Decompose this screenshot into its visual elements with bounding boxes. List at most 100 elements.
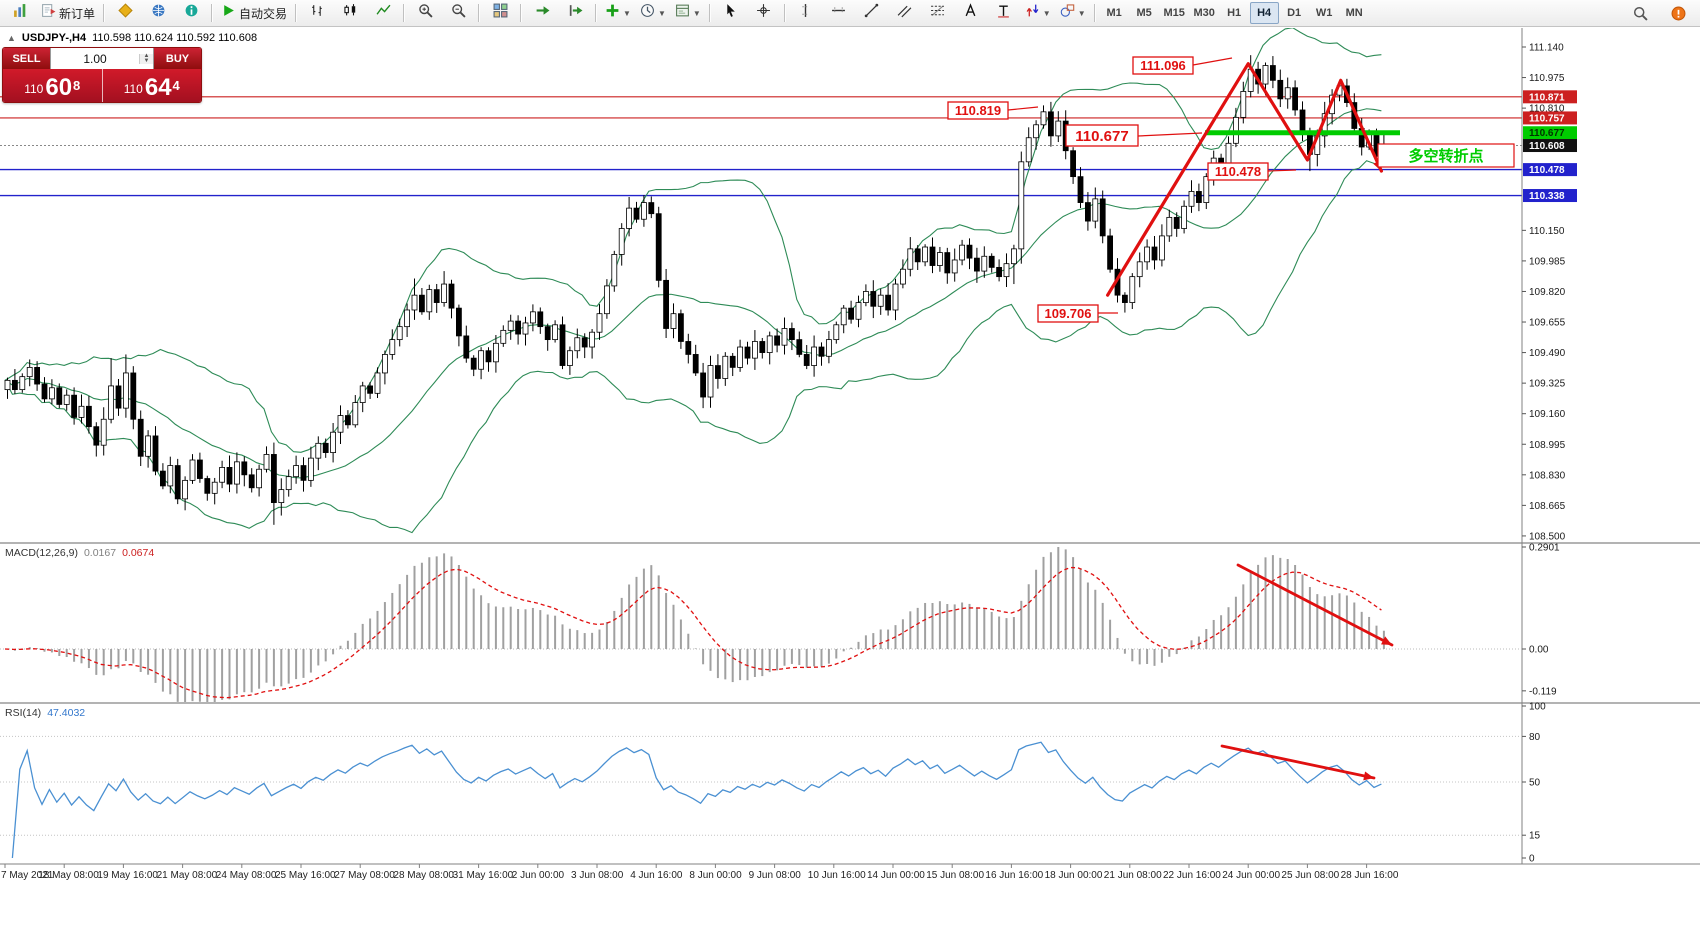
search-icon[interactable]: [1624, 1, 1656, 25]
horizontal-line-icon[interactable]: [823, 1, 855, 25]
macd-title: MACD(12,26,9): [5, 547, 78, 559]
line-chart-type-icon[interactable]: [367, 1, 399, 25]
pivot-note-text: 多空转折点: [1408, 147, 1483, 165]
volume-input[interactable]: [51, 50, 139, 67]
bull-candle: [1240, 91, 1247, 118]
cursor-icon[interactable]: [715, 1, 747, 25]
chart-shift-icon[interactable]: [559, 1, 591, 25]
sell-price-prefix: 110: [24, 82, 44, 96]
pivot-label-box[interactable]: [1065, 124, 1139, 147]
text-label-icon[interactable]: [988, 1, 1020, 25]
arrow-objects-icon[interactable]: ▼: [1021, 1, 1055, 25]
bull-candle: [530, 311, 536, 324]
bull-candle: [641, 202, 647, 220]
bull-candle: [1188, 191, 1195, 207]
bear-candle: [322, 442, 329, 453]
timeframe-m15-button[interactable]: M15: [1163, 7, 1185, 19]
bull-candle: [307, 457, 314, 481]
x-axis-label: 8 Jun 00:00: [689, 870, 742, 881]
swing-low-label-box[interactable]: [1037, 304, 1099, 323]
bull-candle: [1011, 248, 1017, 265]
x-axis-label: 19 May 16:00: [97, 870, 158, 881]
cursor-icon: [723, 3, 738, 23]
fibonacci-icon[interactable]: [922, 1, 954, 25]
pivot-note-box[interactable]: [1377, 143, 1515, 168]
autotrading-button[interactable]: 自动交易: [217, 1, 291, 25]
peak-label-box[interactable]: [1132, 56, 1194, 75]
rsi-scale[interactable]: 100 80 50 15 0: [1522, 702, 1546, 865]
collapse-one-click-icon[interactable]: ▲: [7, 33, 16, 43]
timeframe-h1-button[interactable]: H1: [1227, 7, 1242, 19]
support-label-box[interactable]: [1207, 162, 1269, 181]
periods-icon: [640, 3, 655, 23]
bar-chart-type-icon[interactable]: [301, 1, 333, 25]
bull-candle: [381, 354, 388, 374]
rsi-down-arrow[interactable]: [1220, 744, 1376, 780]
bear-candle: [1122, 294, 1128, 303]
community-icon[interactable]: [142, 1, 174, 25]
bear-candle: [463, 335, 470, 359]
crosshair-icon[interactable]: [748, 1, 780, 25]
new-chart-icon[interactable]: [4, 1, 36, 25]
price-zigzag-arrow[interactable]: [1105, 62, 1384, 297]
timeframe-m1-button[interactable]: M1: [1106, 7, 1122, 19]
timeframe-m5-button[interactable]: M5: [1136, 7, 1152, 19]
price-chart[interactable]: 111.140 110.975 110.810 110.150 109.985 109.8…: [0, 28, 1700, 949]
bear-candle: [433, 289, 440, 303]
sell-price[interactable]: 110 60 8: [3, 69, 102, 102]
timeframe-d1-button[interactable]: D1: [1287, 7, 1302, 19]
sell-button[interactable]: SELL: [3, 48, 50, 69]
fomc-high-label-box[interactable]: [947, 101, 1009, 120]
timeframe-mn-button[interactable]: MN: [1345, 7, 1363, 19]
bull-candle: [389, 339, 396, 355]
macd-header: MACD(12,26,9) 0.0167 0.0674: [5, 547, 154, 559]
y-axis-label: 109.160: [1529, 409, 1566, 420]
chart-window[interactable]: 111.140 110.975 110.810 110.150 109.985 109.8…: [0, 28, 1700, 949]
bull-candle: [278, 489, 285, 503]
new-order-button[interactable]: 新订单: [37, 1, 99, 25]
buy-price[interactable]: 110 64 4: [103, 69, 202, 102]
rsi-value: 47.4032: [47, 707, 86, 719]
notifications-icon[interactable]: [1662, 1, 1694, 25]
bull-candle: [1262, 65, 1269, 85]
x-axis-label: 18 Jun 00:00: [1045, 870, 1103, 881]
x-axis-label: 24 May 08:00: [216, 870, 277, 881]
auto-scroll-icon[interactable]: [526, 1, 558, 25]
buy-price-pip: 4: [172, 78, 180, 93]
timeframe-w1-button[interactable]: W1: [1315, 7, 1333, 19]
macd-down-arrow[interactable]: [1236, 563, 1394, 647]
bear-candle: [544, 326, 551, 341]
market-icon[interactable]: [175, 1, 207, 25]
tile-windows-icon[interactable]: [484, 1, 516, 25]
timeframe-h4-button[interactable]: H4: [1249, 2, 1279, 24]
macd-scale[interactable]: 0.2901 0.00 -0.119: [1522, 543, 1560, 698]
periods-icon[interactable]: ▼: [636, 1, 670, 25]
rsi-scale-label: 80: [1529, 732, 1541, 743]
price-scale[interactable]: 111.140 110.975 110.810 110.150 109.985 109.8…: [1522, 43, 1577, 543]
volume-up-button[interactable]: ▲: [140, 53, 153, 59]
price-tag-label: 110.338: [1529, 191, 1565, 202]
mql5-icon[interactable]: [109, 1, 141, 25]
zoom-out-icon[interactable]: [442, 1, 474, 25]
candlestick-chart-type-icon[interactable]: [334, 1, 366, 25]
equidistant-channel-icon[interactable]: [889, 1, 921, 25]
annotation-leader: [1267, 169, 1297, 172]
timeframe-m30-button[interactable]: M30: [1193, 7, 1215, 19]
bollinger-middle-band: [4, 108, 1382, 479]
volume-down-button[interactable]: ▼: [140, 58, 153, 64]
indicators-icon[interactable]: ▼: [601, 1, 635, 25]
bull-candle: [330, 431, 337, 453]
text-icon[interactable]: [955, 1, 987, 25]
buy-button[interactable]: BUY: [154, 48, 201, 69]
zoom-in-icon[interactable]: [409, 1, 441, 25]
vertical-line-icon[interactable]: [790, 1, 822, 25]
shapes-icon[interactable]: ▼: [1056, 1, 1090, 25]
zoomout-icon: [451, 3, 466, 23]
templates-icon[interactable]: ▼: [671, 1, 705, 25]
buy-price-big: 64: [144, 74, 172, 101]
rsi-title: RSI(14): [5, 707, 42, 719]
bear-candle: [537, 311, 544, 328]
trendline-icon[interactable]: [856, 1, 888, 25]
